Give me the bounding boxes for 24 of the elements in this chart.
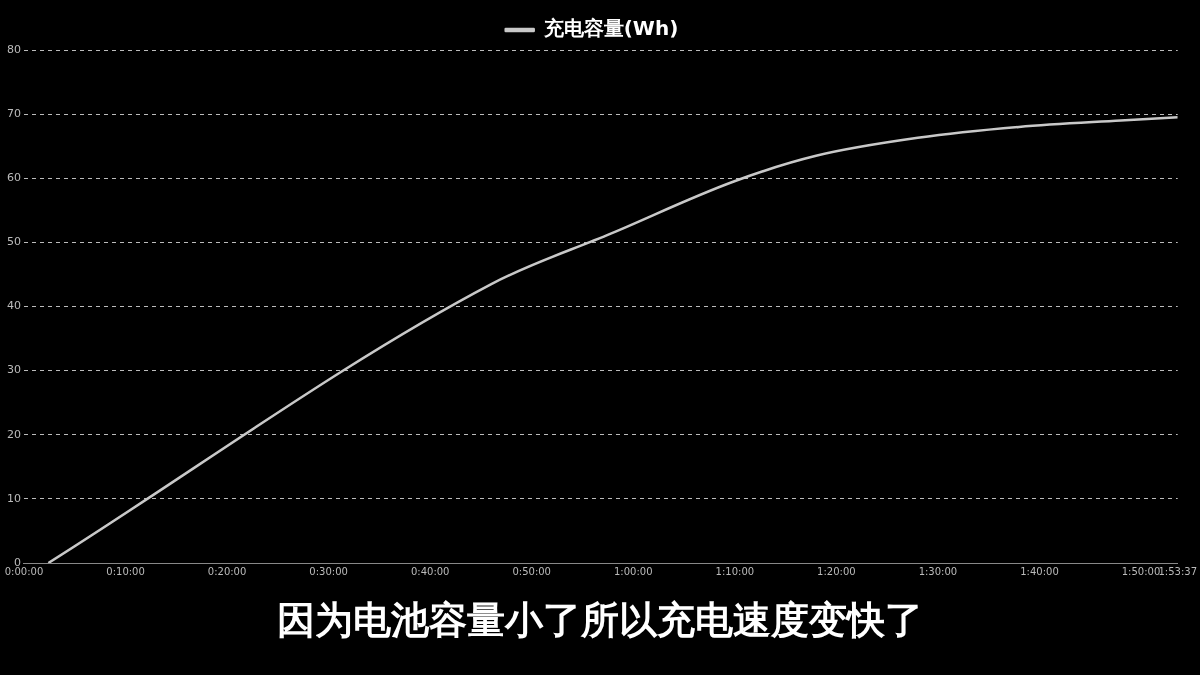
x-tick-label: 0:50:00 — [512, 565, 551, 577]
x-tick-label: 1:00:00 — [613, 565, 653, 577]
y-tick-label: 80 — [7, 42, 21, 56]
x-tick-label: 0:00:00 — [4, 565, 44, 577]
y-tick-label: 10 — [7, 491, 21, 505]
x-tick-label: 1:40:00 — [1020, 565, 1059, 577]
x-tick-label: 1:20:00 — [817, 565, 856, 577]
y-tick-label: 20 — [7, 427, 21, 441]
x-tick-label: 1:10:00 — [715, 565, 755, 577]
text: 因为电池容量小了所以充电速度变快了 — [276, 597, 924, 644]
x-tick-label: 0:30:00 — [309, 565, 348, 577]
y-tick-label: 50 — [7, 235, 21, 249]
y-tick-label: 60 — [7, 171, 21, 185]
x-tick-label: 0:10:00 — [106, 565, 145, 577]
y-tick-label: 30 — [7, 363, 21, 377]
x-tick-label: 1:50:00 — [1121, 565, 1161, 577]
line-series — [47, 116, 1178, 563]
x-tick-label: 1:30:00 — [918, 565, 958, 577]
x-tick-label: 1:53:37 — [1158, 565, 1198, 577]
legend-label: 充电容量(Wh) — [542, 16, 679, 41]
x-tick-label: 0:20:00 — [207, 565, 247, 577]
y-tick-label: 40 — [7, 299, 21, 313]
y-tick-label: 70 — [7, 106, 21, 120]
x-tick-label: 0:40:00 — [410, 565, 450, 577]
